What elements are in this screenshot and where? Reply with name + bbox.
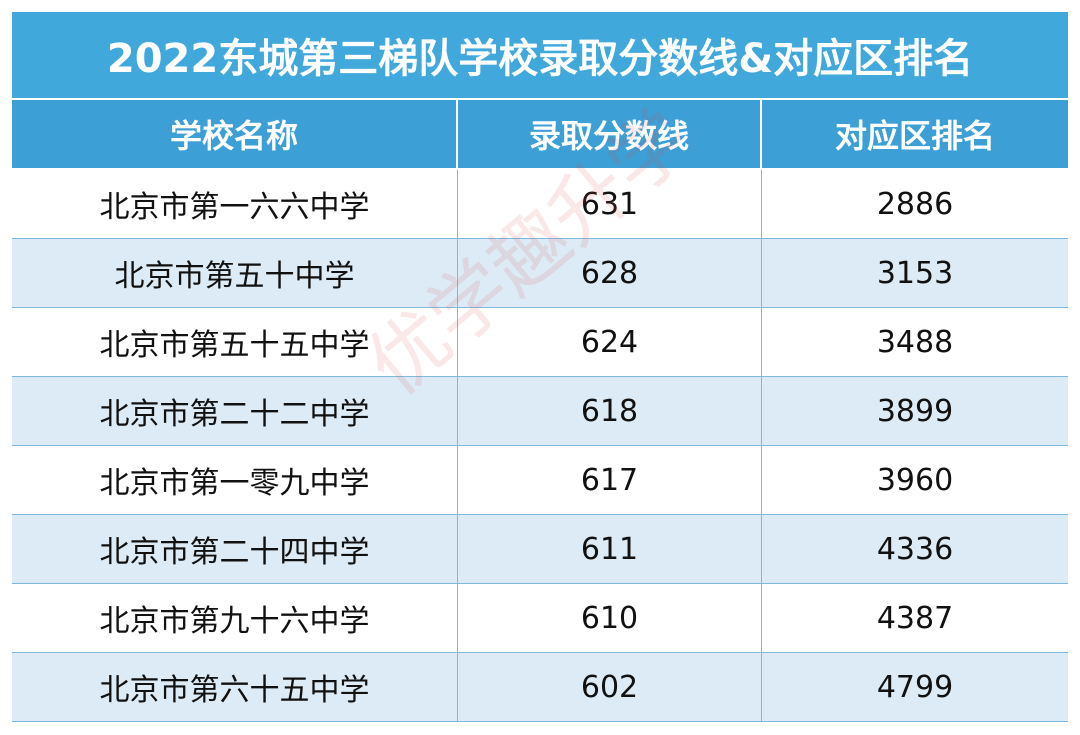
table-cell: 624 xyxy=(458,308,762,376)
table-cell: 北京市第二十四中学 xyxy=(12,515,458,583)
table-cell: 北京市第一六六中学 xyxy=(12,170,458,238)
table-row: 北京市第五十中学 628 3153 xyxy=(12,239,1068,308)
table-body: 北京市第一六六中学 631 2886 北京市第五十中学 628 3153 北京市第五十五中学… xyxy=(12,170,1068,722)
table-cell: 602 xyxy=(458,653,762,721)
table-cell: 610 xyxy=(458,584,762,652)
table-title: 2022东城第三梯队学校录取分数线&对应区排名 xyxy=(12,12,1068,100)
table-cell: 2886 xyxy=(876,186,954,222)
column-header: 录取分数线 xyxy=(458,100,762,168)
table-row: 北京市第五十五中学 624 3488 xyxy=(12,308,1068,377)
table-row: 北京市第九十六中学 610 4387 xyxy=(12,584,1068,653)
column-header: 对应区排名 xyxy=(834,117,995,155)
table-row: 北京市第一零九中学 617 3960 xyxy=(12,446,1068,515)
table-cell: 3488 xyxy=(876,324,954,360)
table-cell: 3960 xyxy=(876,462,954,498)
column-header: 学校名称 xyxy=(12,100,458,168)
table-cell: 617 xyxy=(458,446,762,514)
table-row: 北京市第一六六中学 631 2886 xyxy=(12,170,1068,239)
table-cell: 618 xyxy=(458,377,762,445)
table-cell: 北京市第五十中学 xyxy=(12,239,458,307)
table-cell: 北京市第二十二中学 xyxy=(12,377,458,445)
table-cell: 4799 xyxy=(876,669,954,705)
table-cell: 北京市第九十六中学 xyxy=(12,584,458,652)
table: 2022东城第三梯队学校录取分数线&对应区排名 学校名称 录取分数线 对应区排名 北… xyxy=(12,12,1068,722)
table-cell: 北京市第一零九中学 xyxy=(12,446,458,514)
table-cell: 北京市第六十五中学 xyxy=(12,653,458,721)
table-row: 北京市第二十二中学 618 3899 xyxy=(12,377,1068,446)
table-cell: 628 xyxy=(458,239,762,307)
table-cell: 4336 xyxy=(876,531,954,567)
table-cell: 3899 xyxy=(876,393,954,429)
table-cell: 3153 xyxy=(876,255,954,291)
table-cell: 631 xyxy=(458,170,762,238)
table-row: 北京市第二十四中学 611 4336 xyxy=(12,515,1068,584)
header-row: 学校名称 录取分数线 对应区排名 xyxy=(12,100,1068,170)
table-cell: 611 xyxy=(458,515,762,583)
table-cell: 北京市第五十五中学 xyxy=(12,308,458,376)
table-cell: 4387 xyxy=(876,600,954,636)
table-row: 北京市第六十五中学 602 4799 xyxy=(12,653,1068,722)
